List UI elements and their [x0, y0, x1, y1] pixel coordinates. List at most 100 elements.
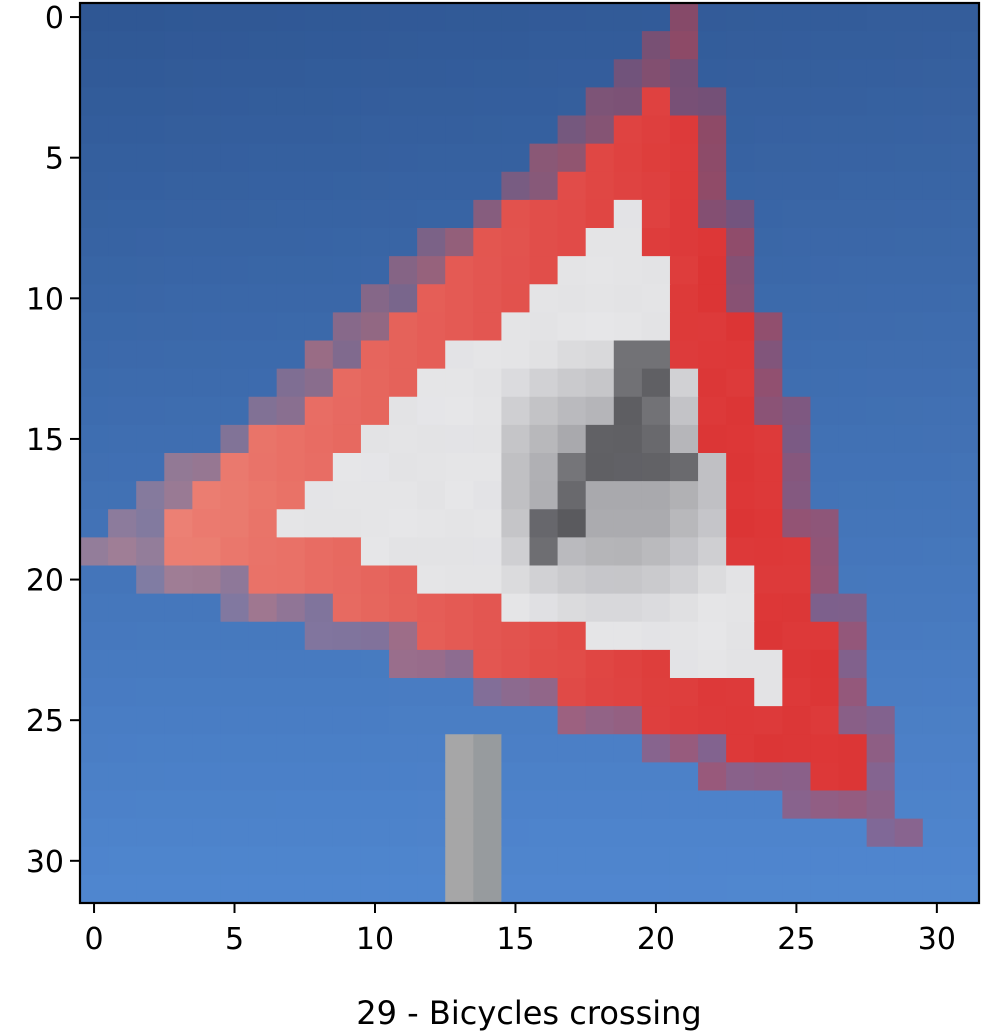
image-pixel: [248, 874, 278, 903]
image-pixel: [164, 537, 193, 567]
image-pixel: [585, 143, 615, 173]
image-pixel: [389, 312, 418, 342]
image-pixel: [585, 340, 615, 370]
image-pixel: [726, 143, 755, 173]
image-pixel: [585, 565, 615, 595]
image-pixel: [108, 537, 137, 567]
image-pixel: [950, 537, 979, 567]
image-pixel: [501, 31, 531, 60]
image-pixel: [332, 874, 362, 903]
image-pixel: [389, 171, 418, 201]
image-pixel: [108, 874, 137, 903]
image-pixel: [360, 368, 390, 398]
image-pixel: [866, 143, 896, 173]
image-pixel: [80, 678, 109, 707]
image-pixel: [360, 284, 390, 313]
image-pixel: [164, 3, 193, 32]
image-pixel: [585, 818, 615, 848]
image-pixel: [220, 396, 250, 426]
image-pixel: [220, 734, 250, 763]
image-pixel: [332, 340, 362, 370]
image-pixel: [641, 762, 671, 792]
image-pixel: [557, 593, 587, 623]
image-pixel: [838, 481, 868, 510]
image-pixel: [304, 790, 334, 820]
image-pixel: [360, 649, 390, 679]
image-pixel: [922, 846, 952, 876]
image-pixel: [220, 481, 250, 510]
image-pixel: [389, 762, 418, 792]
image-pixel: [782, 396, 812, 426]
image-pixel: [136, 649, 165, 679]
image-pixel: [950, 3, 979, 32]
image-pixel: [80, 453, 109, 482]
image-pixel: [276, 424, 306, 454]
image-pixel: [698, 537, 727, 567]
image-pixel: [529, 115, 559, 145]
image-pixel: [782, 115, 812, 145]
image-pixel: [838, 453, 868, 482]
image-pixel: [108, 649, 137, 679]
image-pixel: [810, 874, 840, 903]
image-pixel: [417, 59, 446, 88]
image-pixel: [108, 509, 137, 538]
image-pixel: [529, 59, 559, 88]
image-pixel: [108, 143, 137, 173]
image-pixel: [585, 481, 615, 510]
image-pixel: [950, 874, 979, 903]
image-pixel: [866, 115, 896, 145]
image-pixel: [473, 481, 502, 510]
image-pixel: [332, 593, 362, 623]
image-pixel: [782, 3, 812, 32]
image-pixel: [922, 734, 952, 763]
image-pixel: [220, 762, 250, 792]
image-pixel: [698, 762, 727, 792]
image-pixel: [529, 87, 559, 117]
image-pixel: [192, 59, 222, 88]
image-pixel: [669, 87, 699, 117]
image-pixel: [922, 818, 952, 848]
image-pixel: [136, 312, 165, 342]
image-pixel: [389, 621, 418, 651]
image-pixel: [529, 621, 559, 651]
image-pixel: [838, 31, 868, 60]
image-pixel: [726, 453, 755, 482]
image-pixel: [894, 762, 924, 792]
image-pixel: [445, 453, 474, 482]
image-pixel: [304, 762, 334, 792]
image-pixel: [838, 846, 868, 876]
image-pixel: [529, 3, 559, 32]
image-pixel: [304, 199, 334, 229]
image-pixel: [529, 537, 559, 567]
image-pixel: [164, 593, 193, 623]
image-pixel: [332, 565, 362, 595]
image-pixel: [838, 143, 868, 173]
image-pixel: [529, 340, 559, 370]
image-pixel: [613, 734, 643, 763]
image-pixel: [417, 621, 446, 651]
image-pixel: [726, 31, 755, 60]
image-pixel: [360, 115, 390, 145]
image-pixel: [248, 790, 278, 820]
image-pixel: [585, 649, 615, 679]
image-pixel: [164, 312, 193, 342]
image-pixel: [866, 621, 896, 651]
image-pixel: [360, 31, 390, 60]
x-tick-label: 25: [777, 922, 815, 957]
image-pixel: [669, 143, 699, 173]
image-pixel: [866, 368, 896, 398]
image-pixel: [922, 874, 952, 903]
image-pixel: [80, 481, 109, 510]
image-pixel: [164, 256, 193, 285]
image-pixel: [136, 790, 165, 820]
image-pixel: [248, 593, 278, 623]
image-pixel: [445, 3, 474, 32]
image-pixel: [473, 649, 502, 679]
image-pixel: [304, 368, 334, 398]
image-pixel: [529, 678, 559, 707]
image-pixel: [782, 565, 812, 595]
image-pixel: [698, 593, 727, 623]
image-pixel: [445, 593, 474, 623]
image-pixel: [866, 59, 896, 88]
image-pixel: [585, 171, 615, 201]
